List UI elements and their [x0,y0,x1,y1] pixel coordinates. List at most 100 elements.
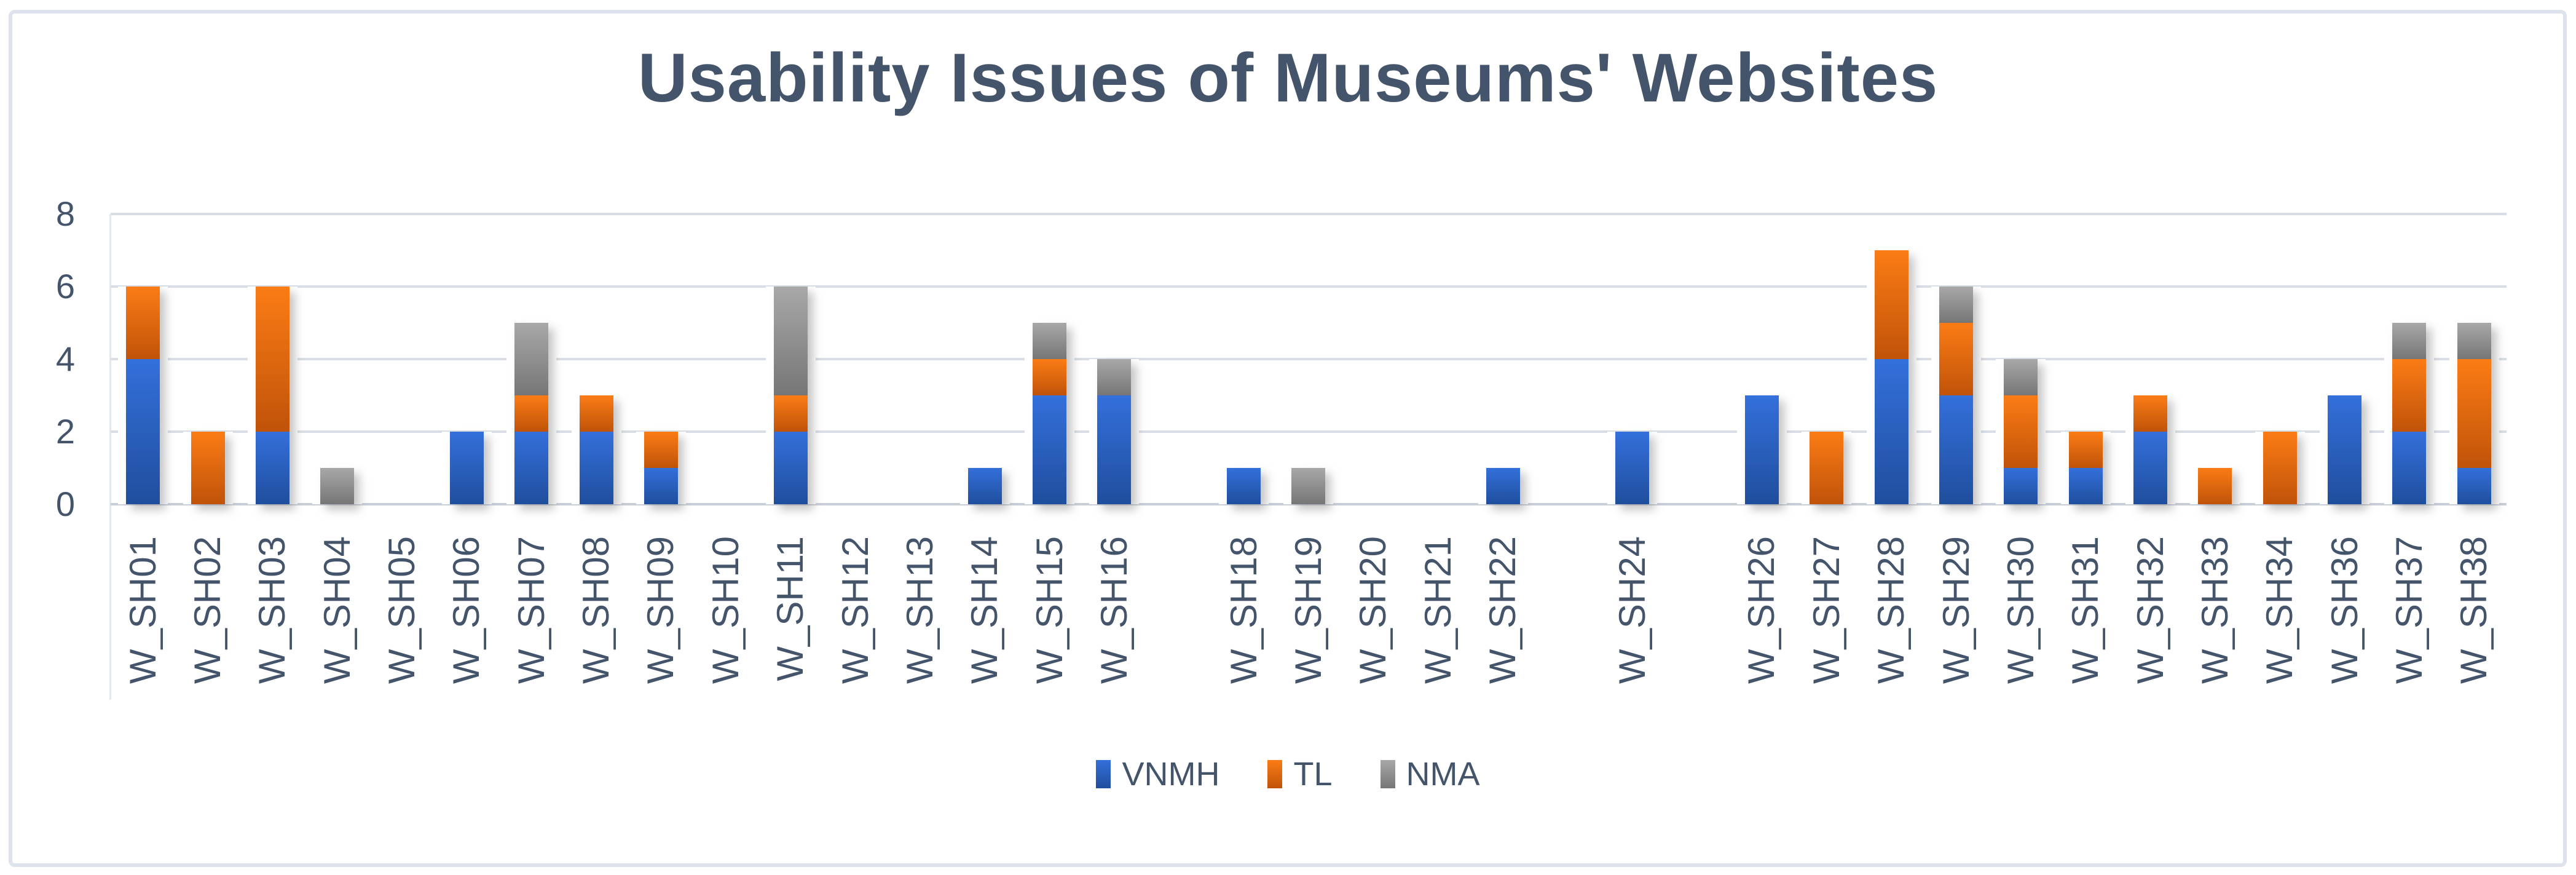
bar-segment-vnmh-W_SH37 [2392,432,2427,504]
bar-stack-W_SH08 [579,395,613,504]
bar-slot-W_SH01 [111,214,175,504]
bar-halo [1283,468,1334,504]
bar-segment-tl-W_SH37 [2392,359,2427,432]
y-tick-label: 0 [55,485,75,523]
y-axis-line [109,214,111,700]
bar-segment-tl-W_SH27 [1810,432,1844,504]
plot-area [111,213,2507,505]
bar-slot-W_SH02 [175,214,240,504]
bar-slot-W_SH30 [1988,214,2053,504]
bar-segment-tl-W_SH01 [126,287,160,359]
bar-segment-vnmh-W_SH22 [1486,468,1520,504]
bar-slot-W_SH16 [1082,214,1146,504]
bar-segment-vnmh-W_SH14 [967,468,1002,504]
bar-segment-vnmh-W_SH06 [449,432,484,504]
x-tick-label-W_SH02: W_SH02 [187,536,229,684]
x-tick-label-W_SH22: W_SH22 [1482,536,1524,684]
bar-segment-vnmh-W_SH38 [2457,468,2491,504]
x-tick-label-W_SH14: W_SH14 [964,536,1006,684]
x-tick-label-W_SH26: W_SH26 [1741,536,1782,684]
bar-segment-vnmh-W_SH08 [579,432,613,504]
bar-slot-W_SH32 [2118,214,2183,504]
bar-segment-tl-W_SH11 [773,395,808,432]
gridline-y8 [111,213,2507,215]
bar-halo [1478,468,1528,504]
bar-segment-tl-W_SH30 [2004,395,2038,468]
gridline-y4 [111,358,2507,360]
bar-stack-W_SH34 [2263,432,2297,504]
bar-stack-W_SH19 [1291,468,1326,504]
legend-item-tl: TL [1267,755,1333,793]
x-tick-label-W_SH27: W_SH27 [1805,536,1847,684]
bar-halo [571,395,621,504]
bar-slot-W_SH04 [305,214,369,504]
bar-halo [1025,323,1075,504]
x-tick-label-W_SH21: W_SH21 [1417,536,1459,684]
x-tick-label-W_SH20: W_SH20 [1352,536,1394,684]
bar-segment-tl-W_SH02 [191,432,225,504]
legend-swatch-vnmh-icon [1096,760,1111,788]
gridline-y0 [111,503,2507,505]
legend-label-tl: TL [1293,756,1333,793]
bar-segment-tl-W_SH31 [2068,432,2103,468]
bar-segment-vnmh-W_SH31 [2068,468,2103,504]
bar-segment-vnmh-W_SH32 [2133,432,2168,504]
legend-swatch-nma-icon [1380,760,1395,788]
y-tick-label: 6 [55,267,75,306]
bar-segment-tl-W_SH07 [514,395,549,432]
bar-halo [1219,468,1269,504]
x-tick-label-W_SH15: W_SH15 [1028,536,1070,684]
bar-halo [441,432,492,504]
legend: VNMH TL NMA [0,755,2576,793]
bar-halo [312,468,363,504]
bar-stack-W_SH24 [1615,432,1650,504]
bar-slot-W_SH06 [435,214,499,504]
bar-segment-vnmh-W_SH09 [644,468,678,504]
bar-segment-nma-W_SH11 [773,287,808,395]
bar-stack-W_SH26 [1744,395,1779,504]
bar-segment-tl-W_SH34 [2263,432,2297,504]
x-tick-label-W_SH36: W_SH36 [2323,536,2365,684]
bar-segment-vnmh-W_SH01 [126,359,160,504]
x-tick-label-W_SH11: W_SH11 [770,536,811,681]
bar-halo [2190,468,2240,504]
bar-halo [2060,432,2111,504]
bar-slot-W_SH37 [2377,214,2441,504]
bar-segment-vnmh-W_SH24 [1615,432,1650,504]
bar-slot-W_SH14 [953,214,1017,504]
x-tick-label-W_SH09: W_SH09 [640,536,682,684]
bar-stack-W_SH28 [1874,250,1908,504]
bar-slot-W_SH36 [2312,214,2377,504]
bar-segment-nma-W_SH15 [1033,323,1067,359]
bar-stack-W_SH09 [644,432,678,504]
bar-slot-W_SH24 [1600,214,1664,504]
bar-slot-W_SH34 [2248,214,2312,504]
bar-slot-W_SH18 [1211,214,1276,504]
legend-label-nma: NMA [1406,756,1480,793]
x-tick-label-W_SH05: W_SH05 [381,536,423,684]
bar-segment-tl-W_SH29 [1939,323,1973,395]
x-tick-label-W_SH29: W_SH29 [1935,536,1977,684]
bar-halo [1866,250,1916,504]
bar-stack-W_SH14 [967,468,1002,504]
bar-stack-W_SH11 [773,287,808,504]
bar-segment-tl-W_SH08 [579,395,613,432]
y-tick-label: 2 [55,412,75,451]
x-tick-label-W_SH16: W_SH16 [1093,536,1135,684]
bar-stack-W_SH02 [191,432,225,504]
bar-stack-W_SH16 [1097,359,1132,504]
bar-segment-tl-W_SH03 [255,287,290,432]
bar-stack-W_SH15 [1033,323,1067,504]
x-tick-label-W_SH10: W_SH10 [704,536,746,684]
bar-stack-W_SH07 [514,323,549,504]
bar-halo [959,468,1010,504]
bar-segment-vnmh-W_SH28 [1874,359,1908,504]
bar-slot-W_SH08 [564,214,628,504]
bar-halo [1089,359,1140,504]
x-tick-label-W_SH37: W_SH37 [2388,536,2430,684]
bar-halo [1607,432,1658,504]
x-tick-label-W_SH04: W_SH04 [316,536,358,684]
bar-segment-nma-W_SH29 [1939,287,1973,323]
bar-halo [2449,323,2499,504]
bar-halo [506,323,557,504]
